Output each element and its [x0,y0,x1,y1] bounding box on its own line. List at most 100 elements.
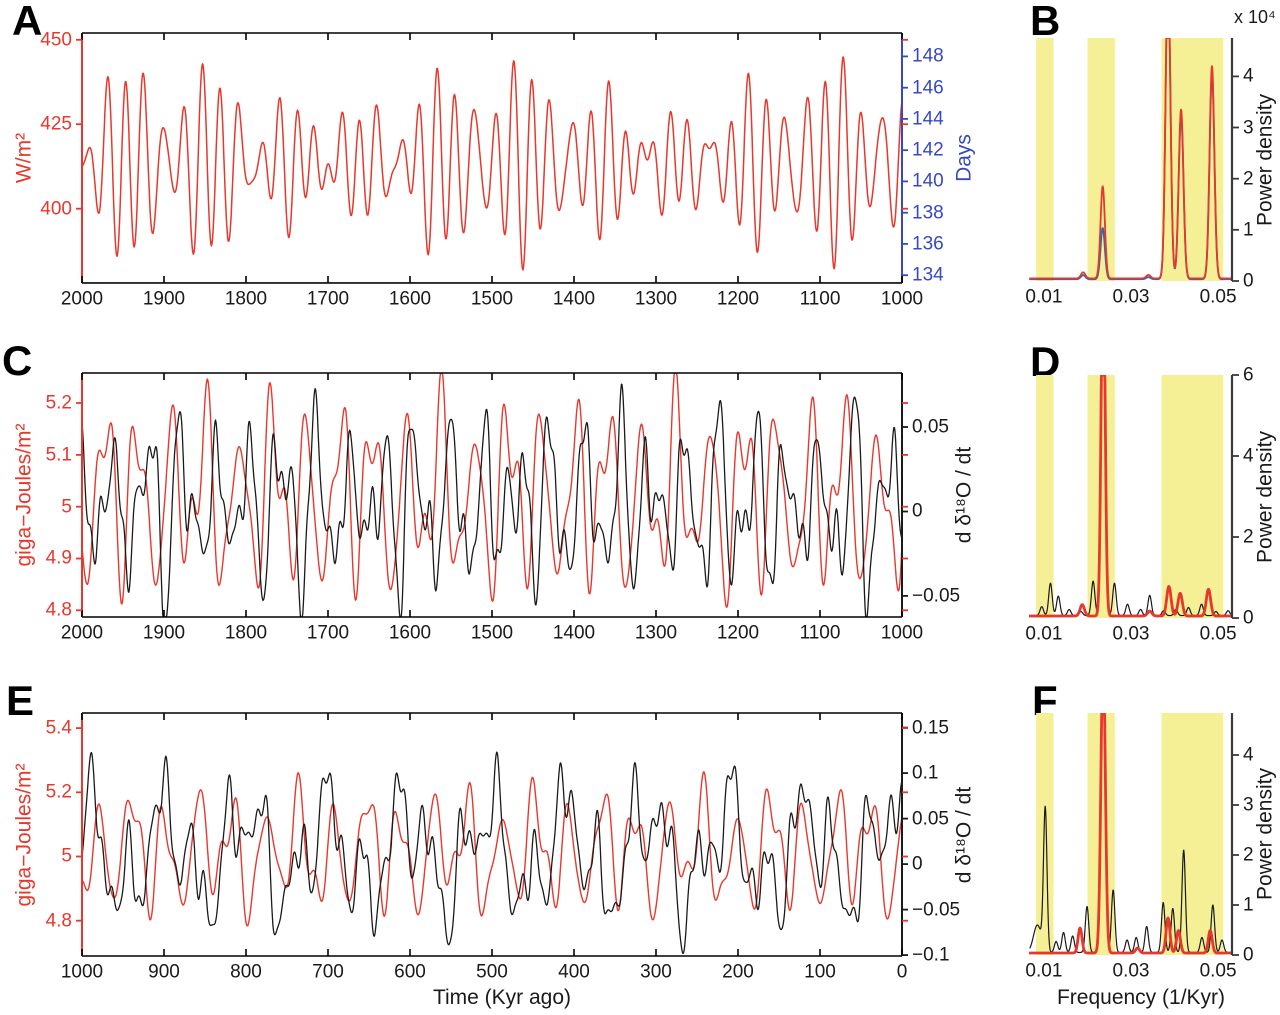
tick-label: 5 [61,496,72,518]
panel-b-letter: B [1030,0,1061,44]
tick-label: 148 [912,45,944,67]
tick-label: 1600 [388,622,432,644]
tick-label: 134 [912,264,944,286]
series-day_length [81,56,903,271]
tick-label: 400 [40,198,72,220]
tick-label: 0.1 [912,762,939,784]
tick-label: 1300 [634,622,678,644]
tick-label: 450 [40,29,72,51]
tick-label: 0.05 [912,416,949,438]
tick-label: 1100 [799,622,841,644]
tick-label: 300 [640,961,672,983]
tick-label: 142 [912,139,944,161]
tick-label: 1100 [799,288,841,310]
tick-label: 0.03 [1112,623,1150,645]
highlight-band [1036,713,1054,955]
tick-label: 0 [912,853,923,875]
tick-label: 138 [912,202,944,224]
tick-label: 0.05 [1199,286,1237,308]
tick-label: 200 [722,961,754,983]
tick-label: 2 [1243,526,1254,548]
tick-label: 0.01 [1025,286,1063,308]
tick-label: 0.05 [1199,623,1237,645]
tick-label: −0.05 [912,899,961,921]
tick-label: 2000 [60,288,104,310]
tick-label: −0.1 [912,944,950,966]
tick-label: 4.8 [45,910,72,932]
tick-label: 5.4 [45,717,72,739]
tick-label: 1500 [470,288,514,310]
tick-label: 6 [1243,364,1254,386]
tick-label: 3 [1243,794,1254,816]
tick-label: −0.05 [912,585,961,607]
tick-label: 2 [1243,844,1254,866]
tick-label: 140 [912,170,944,192]
highlight-band [1036,38,1054,281]
tick-label: 136 [912,233,944,255]
tick-label: 1700 [306,288,350,310]
tick-label: 4.9 [45,547,72,569]
tick-label: 0 [896,961,908,983]
series-d18O_rate [81,751,903,955]
tick-label: 0.03 [1112,286,1150,308]
panel-a-letter: A [12,0,43,44]
highlight-band [1161,375,1224,618]
series-summer_energy [81,771,903,927]
tick-label: 3 [1243,117,1254,139]
tick-label: 1200 [716,622,760,644]
tick-label: 0.01 [1025,960,1063,982]
tick-label: 5.2 [45,781,72,803]
tick-label: 1800 [224,288,268,310]
tick-label: 0 [1243,607,1254,629]
tick-label: 5.2 [45,392,72,414]
tick-label: 900 [148,961,180,983]
tick-label: 1000 [60,961,104,983]
tick-label: 0.01 [1025,623,1063,645]
tick-label: 5 [61,845,72,867]
panel-c-letter: C [2,337,33,384]
tick-label: 144 [912,108,944,130]
tick-label: 1400 [552,622,596,644]
tick-label: 0 [1243,270,1254,292]
time-axis-title: Time (Kyr ago) [432,986,572,1009]
tick-label: 0.05 [912,808,949,830]
tick-label: 1 [1243,219,1254,241]
tick-label: 0.05 [1199,960,1237,982]
tick-label: 146 [912,77,944,99]
tick-label: 0.03 [1112,960,1150,982]
tick-label: 800 [230,961,262,983]
frequency-axis-title: Frequency (1/Kyr) [1056,986,1226,1009]
tick-label: 5.1 [45,444,72,466]
tick-label: 1 [1243,894,1254,916]
tick-label: 700 [312,961,344,983]
series-spectrum_red [1029,713,1233,955]
series-d18O_rate [81,383,903,617]
tick-label: 600 [394,961,426,983]
highlight-band [1036,375,1054,618]
tick-label: 0.15 [912,717,949,739]
tick-label: 0 [1243,944,1254,966]
series-spectrum_red [1029,38,1233,280]
series-spectrum_black [1029,713,1233,954]
tick-label: 2 [1243,168,1254,190]
tick-label: 400 [558,961,590,983]
tick-label: 1900 [142,622,186,644]
tick-label: 425 [40,113,72,135]
tick-label: 1400 [552,288,596,310]
tick-label: 4.8 [45,599,72,621]
tick-label: 4 [1243,744,1254,766]
panel-e-letter: E [6,677,35,724]
tick-label: 500 [476,961,508,983]
